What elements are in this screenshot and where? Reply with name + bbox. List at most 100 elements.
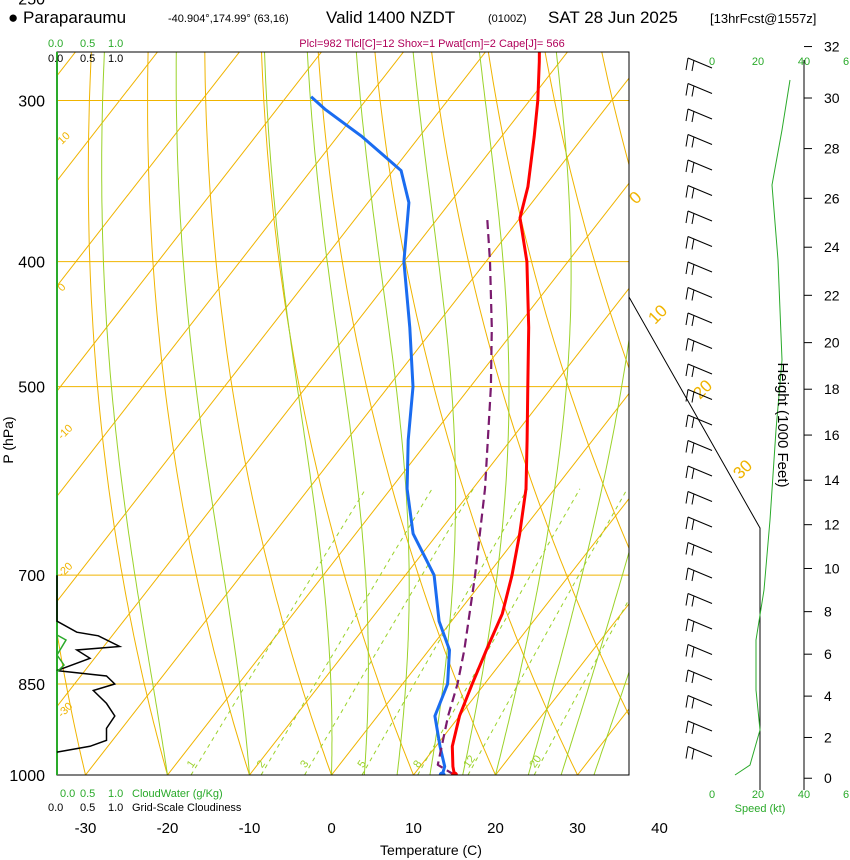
moist-adiabat [527,336,629,775]
pressure-tick-label: 300 [18,93,45,110]
wind-barb-flag [685,516,689,530]
wind-barb-flag [691,748,695,760]
wind-barb-flag [691,493,695,505]
wind-barb-flag [685,236,689,249]
wind-barb-flag [685,57,689,71]
moist-adiabat [101,52,168,775]
wind-barb-flag [685,746,689,759]
wind-barb-flag [691,544,695,556]
wind-speed-tick-bottom: 20 [752,789,764,801]
mixing-ratio-label: 8 [411,758,424,770]
isotherm-line [57,52,569,708]
temperature-line [450,52,541,775]
wind-speed-tick-bottom: 6 [843,789,849,801]
x-axis-label: Temperature (C) [380,842,482,858]
wind-barb [687,134,713,145]
moist-adiabat [355,52,410,775]
wind-barb-flag [685,720,689,734]
moist-adiabat [462,52,510,775]
wind-barb [687,567,713,579]
height-tick-label: 14 [824,472,840,488]
wind-barb [687,414,713,426]
height-tick-label: 0 [824,770,832,786]
wind-barb-flag [685,618,689,632]
wind-barb-flag [691,391,695,403]
wind-barb-flag [685,134,689,147]
isotherm-line [167,182,629,775]
wind-barb-flag [685,83,689,96]
parcel-line [436,217,493,775]
isotherm-label: 10 [56,130,73,147]
surface-dewpoint-marker [438,771,446,775]
height-tick-label: 20 [824,335,840,351]
wind-barb [687,644,713,655]
wind-barb-flag [691,85,695,97]
height-tick-label: 2 [824,729,832,745]
stats-line: Plcl=982 Tlcl[C]=12 Shox=1 Pwat[cm]=2 Ca… [299,38,564,50]
dry-adiabat [57,629,86,775]
dry-adiabat [147,52,250,775]
wind-speed-tick-top: 0 [709,56,715,68]
wind-speed-tick-bottom: 0 [709,789,715,801]
wind-barb-flag [685,338,689,351]
wind-barb [687,746,713,757]
wind-barb [687,83,713,94]
title-location: ● Paraparaumu [8,8,126,28]
wind-barb [687,593,713,604]
wind-barb-flag [691,620,695,633]
wind-speed-line [734,79,791,776]
wind-barb-flag [691,59,695,72]
moist-adiabat [175,52,250,775]
wind-barb-flag [691,187,695,199]
height-tick-label: 26 [824,190,840,206]
cloudiness-top-0: 0.0 [48,53,63,65]
wind-barb-flag [691,467,695,480]
wind-panel: 0246810121416182022242628303200202040406… [628,39,849,801]
wind-barb-flag [691,697,695,709]
wind-barb [687,720,713,732]
wind-speed-tick-top: 20 [752,56,764,68]
wind-barb-flag [685,108,689,122]
wind-barb-flag [691,722,695,735]
wind-barb-flag [685,261,689,275]
cloudiness-top-1: 1.0 [108,53,123,65]
isotherm-label: 20 [689,376,716,403]
pressure-tick-label: 250 [18,0,45,8]
cloudiness-top-05: 0.5 [80,53,95,65]
title-coords: -40.904°,174.99° (63,16) [168,13,289,25]
wind-barb-flag [691,416,695,429]
moist-adiabat [560,550,629,775]
wind-barb-flag [685,695,689,708]
moist-adiabat [306,52,369,775]
mixing-ratio-label: 12 [461,753,478,770]
wind-barb-flag [691,671,695,684]
height-tick-label: 22 [824,287,840,303]
mixing-ratio-line [260,488,433,775]
dry-adiabat [204,52,332,775]
cloud-scale-top-05: 0.5 [80,38,95,50]
grid-lines [57,52,629,775]
temperature-tick-label: 20 [487,820,504,837]
isotherm-line [249,287,629,775]
mixing-ratio-line [533,598,629,775]
wind-barb [687,669,713,681]
cloudiness-line [56,575,123,753]
wind-barb-flag [691,646,695,658]
wind-barb [687,159,713,171]
mixing-ratio-line [467,488,628,775]
wind-barb [687,695,713,706]
isotherm-label: 10 [644,301,671,328]
wind-barb-flag [685,542,689,555]
wind-barb [687,210,713,222]
isotherm-line [57,52,405,497]
cloudwater-line [56,634,68,673]
wind-barb-flag [685,287,689,300]
bullet-icon: ● [8,8,19,27]
wind-barb [687,185,713,196]
wind-barb-flag [685,210,689,224]
pressure-tick-label: 400 [18,255,45,272]
isotherm-line [331,392,629,775]
wind-barb-flag [691,289,695,301]
